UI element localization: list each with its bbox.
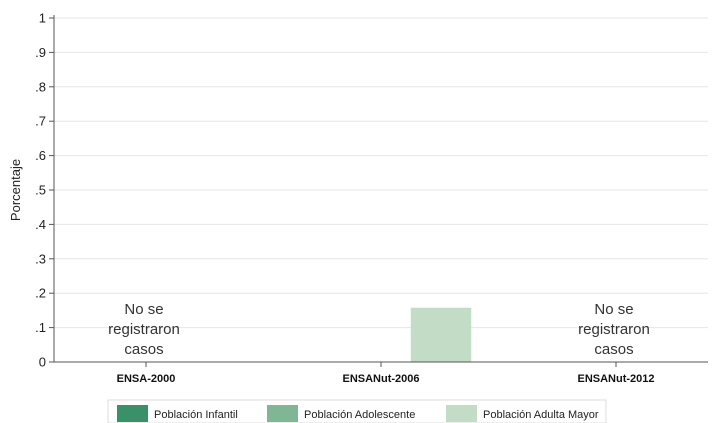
y-tick-label: .1	[35, 320, 46, 335]
x-tick-label: ENSANut-2006	[342, 373, 419, 385]
legend-swatch	[117, 405, 148, 422]
y-tick-label: .7	[35, 114, 46, 129]
y-tick-label: .2	[35, 286, 46, 301]
y-tick-label: .5	[35, 183, 46, 198]
y-tick-label: .3	[35, 251, 46, 266]
legend-box	[107, 399, 607, 423]
x-axis: ENSA-2000 ENSANut-2006 ENSANut-2012	[54, 361, 708, 385]
annotation-text: No se	[124, 301, 163, 318]
annotations: No se registraron casos No se registraron cas…	[108, 301, 650, 358]
annotation-text: registraron	[578, 321, 650, 338]
legend-label: Población Adulta Mayor	[483, 409, 599, 421]
y-tick-label: 1	[39, 11, 46, 26]
legend-swatch	[446, 405, 477, 422]
annotation-text: casos	[594, 341, 633, 358]
gridlines	[54, 17, 708, 329]
y-tick-label: .4	[35, 217, 46, 232]
y-tick-label: .6	[35, 148, 46, 163]
annotation-text: registraron	[108, 321, 180, 338]
y-tick-label: .9	[35, 45, 46, 60]
x-tick-label: ENSANut-2012	[577, 373, 654, 385]
annotation-text: No se	[594, 301, 633, 318]
annotation-text: casos	[124, 341, 163, 358]
bars	[410, 307, 472, 363]
y-tick-label: .8	[35, 79, 46, 94]
bar	[410, 307, 472, 363]
legend: Población Infantil Población Adolescente P…	[107, 399, 607, 423]
y-tick-label: 0	[39, 355, 46, 370]
legend-label: Población Adolescente	[304, 409, 415, 421]
y-axis: 0 .1 .2 .3 .4 .5 .6 .7 .8 .9 1	[35, 11, 55, 370]
legend-swatch	[267, 405, 298, 422]
legend-label: Población Infantil	[154, 409, 238, 421]
x-tick-label: ENSA-2000	[117, 373, 176, 385]
y-axis-label: Porcentaje	[8, 159, 23, 221]
